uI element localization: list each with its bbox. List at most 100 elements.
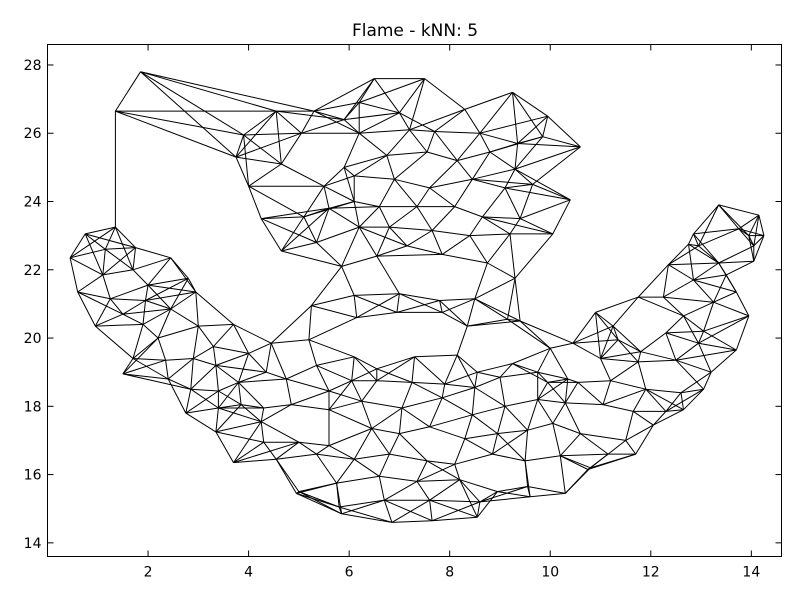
graph-edge [409,78,426,130]
graph-edge [595,312,619,341]
graph-edge [218,381,239,392]
graph-edge [537,378,569,400]
graph-edge [218,407,262,423]
graph-edge [675,342,699,361]
graph-edge [477,371,501,378]
graph-edge [499,363,513,378]
graph-edge [298,441,330,447]
graph-edge [471,387,476,415]
graph-edge [474,262,488,299]
graph-edge [703,371,712,390]
graph-edge [271,339,309,344]
graph-edge [323,186,330,209]
graph-edge [399,433,428,462]
graph-edge [414,354,458,358]
graph-edge [85,233,136,249]
graph-edge [416,460,428,482]
graph-edge [213,324,234,347]
graph-edge [537,399,566,404]
graph-edge [514,136,544,170]
graph-edge [474,387,506,407]
graph-edge [512,92,544,137]
graph-edge [444,354,458,385]
graph-edge [145,285,149,301]
graph-edge [688,243,699,247]
graph-edge [411,381,445,385]
graph-edge [499,377,506,407]
graph-edge [432,516,478,522]
graph-edge [165,360,169,380]
graph-edge [233,421,262,463]
graph-edge [735,315,750,351]
graph-edge [559,433,581,457]
graph-edge [753,235,765,247]
graph-edge [612,296,639,327]
graph-edge [266,371,287,380]
graph-edge [140,71,237,158]
graph-edge [394,178,418,207]
graph-edge [429,414,473,428]
graph-edge [416,206,433,231]
graph-edge [431,206,456,231]
graph-edge [456,354,478,373]
graph-edge [84,233,106,250]
graph-edge [429,500,433,521]
graph-edge [215,421,262,433]
graph-edge [248,163,282,187]
graph-edge [426,131,436,153]
graph-edge [110,298,146,301]
graph-edge [371,428,400,435]
graph-edge [758,215,765,236]
graph-edge [323,175,355,187]
graph-edge [675,359,704,390]
graph-edge [308,317,357,341]
graph-edge [507,318,551,349]
graph-edge [416,187,431,207]
graph-edge [132,257,171,271]
graph-edge [265,343,272,373]
graph-edge [693,233,699,247]
graph-edge [275,458,300,492]
graph-edge [356,311,397,319]
graph-edge [457,151,491,162]
graph-edge [600,325,614,359]
graph-edge [472,178,506,189]
graph-edge [431,230,443,255]
graph-edge [580,433,626,441]
graph-edge [195,291,234,325]
graph-edge [637,351,642,363]
graph-edge [416,479,460,482]
graph-edge [328,390,362,402]
graph-edge [328,428,372,447]
graph-edge [399,293,443,313]
graph-edge [411,356,415,383]
graph-edge [378,206,390,228]
graph-edge [286,378,330,392]
graph-edge [122,373,169,380]
graph-edge [359,102,400,114]
graph-edge [215,365,239,383]
graph-edge [665,332,699,344]
graph-edge [132,358,169,380]
graph-edge [140,71,315,112]
graph-edge [145,291,196,301]
graph-edge [527,422,553,431]
graph-edge [343,119,360,134]
graph-edge [482,216,511,235]
graph-edge [497,491,531,498]
y-tick-label: 18 [24,399,42,415]
graph-edge [459,479,478,518]
graph-edge [504,405,528,431]
graph-edge [69,248,106,259]
graph-edge [145,300,171,310]
graph-edge [474,376,501,388]
graph-edge [376,368,413,383]
graph-edge [376,255,400,294]
graph-edge [396,300,440,313]
graph-edge [693,262,719,281]
graph-edge [497,406,506,434]
graph-edge [698,245,720,264]
graph-edge [492,453,526,462]
